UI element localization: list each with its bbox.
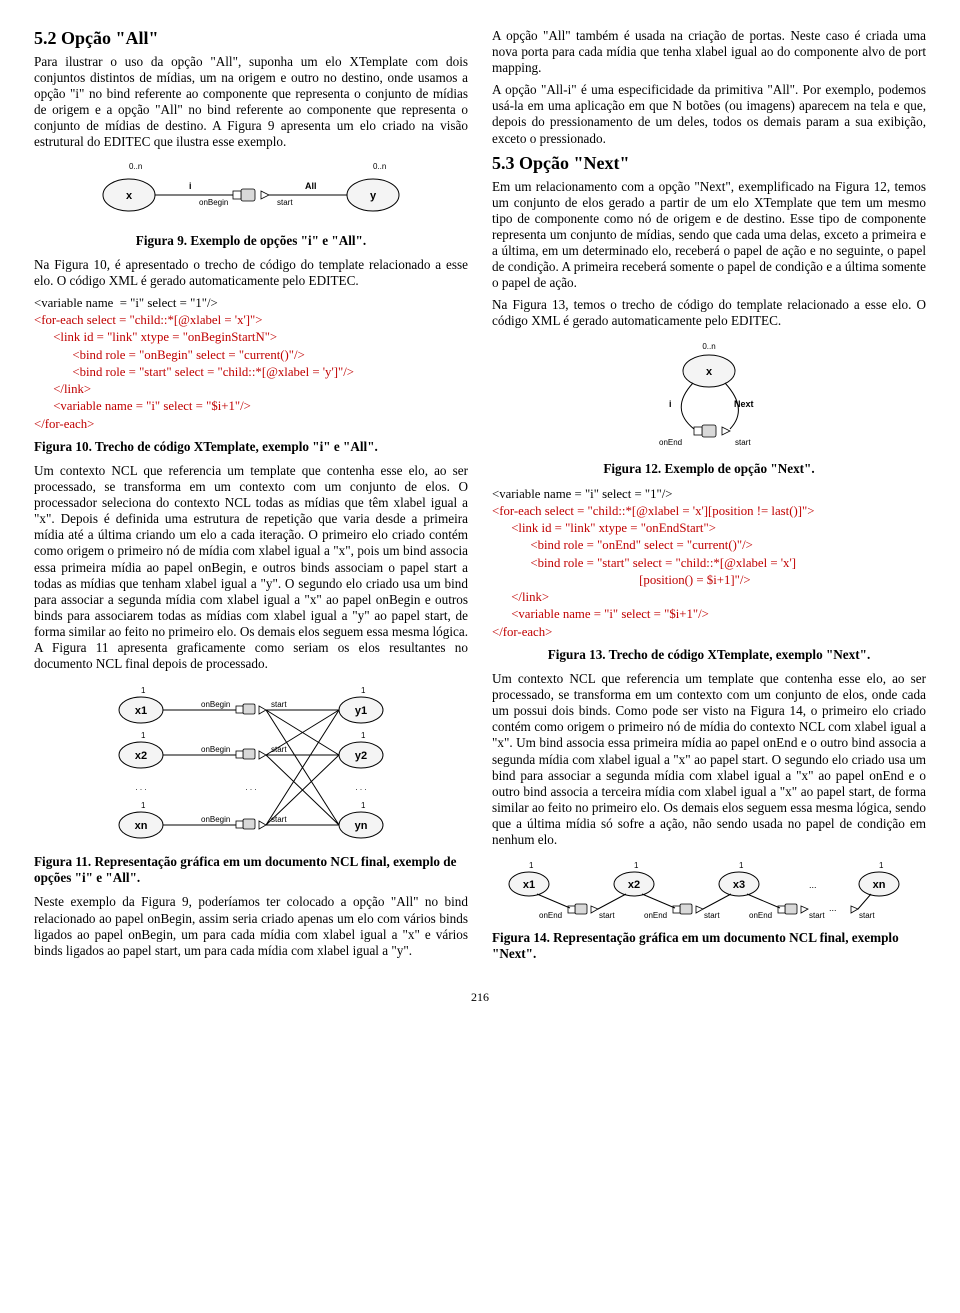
fig14-x3: x3 [733, 879, 745, 891]
figure-14-caption: Figura 14. Representação gráfica em um d… [492, 930, 926, 962]
svg-text:...: ... [829, 903, 837, 913]
svg-text:onBegin: onBegin [201, 700, 230, 709]
left-column: 5.2 Opção "All" Para ilustrar o uso da o… [34, 28, 468, 970]
svg-text:1: 1 [879, 861, 884, 870]
fig11-card: 1 [141, 686, 146, 695]
svg-text:. . .: . . . [245, 783, 256, 792]
svg-text:start: start [271, 815, 287, 824]
fig11-y1: y1 [355, 705, 367, 717]
left-p3: Um contexto NCL que referencia um templa… [34, 463, 468, 672]
svg-text:onEnd: onEnd [539, 911, 562, 920]
svg-text:1: 1 [529, 861, 534, 870]
fig11-x1: x1 [135, 705, 147, 717]
fig11-yn: yn [355, 820, 368, 832]
section-5-2-title: 5.2 Opção "All" [34, 28, 468, 50]
svg-text:onBegin: onBegin [201, 815, 230, 824]
figure-9: 0..n x 0..n y i onBegin start All [34, 159, 468, 229]
fig12-next: Next [734, 399, 754, 409]
svg-text:1: 1 [141, 731, 146, 740]
left-p4: Neste exemplo da Figura 9, poderíamos te… [34, 894, 468, 958]
right-p2: A opção "All-i" é uma especificidade da … [492, 82, 926, 146]
figure-11: 1 x1 1 x2 . . . 1 xn 1 y1 1 y2 . . . 1 [34, 680, 468, 850]
right-p1: A opção "All" também é usada na criação … [492, 28, 926, 76]
svg-text:. . .: . . . [355, 783, 366, 792]
fig11-xn: xn [135, 820, 148, 832]
svg-text:start: start [859, 911, 875, 920]
fig9-i: i [189, 181, 192, 191]
svg-text:start: start [704, 911, 720, 920]
figure-14: 1 x1 1 x2 1 x3 ... 1 xn [492, 856, 926, 926]
fig14-x2: x2 [628, 879, 640, 891]
code-block-2: <variable name = "i" select = "1"/> <for… [492, 486, 926, 641]
svg-text:onBegin: onBegin [201, 745, 230, 754]
figure-12: 0..n x i Next onEnd start [492, 337, 926, 457]
left-p1: Para ilustrar o uso da opção "All", supo… [34, 54, 468, 151]
right-p4: Na Figura 13, temos o trecho de código d… [492, 297, 926, 329]
svg-text:1: 1 [141, 801, 146, 810]
svg-text:onEnd: onEnd [644, 911, 667, 920]
svg-text:start: start [599, 911, 615, 920]
fig9-card-right: 0..n [373, 162, 386, 171]
left-p2: Na Figura 10, é apresentado o trecho de … [34, 257, 468, 289]
page-number: 216 [34, 990, 926, 1005]
svg-text:1: 1 [739, 861, 744, 870]
fig9-card-left: 0..n [129, 162, 142, 171]
svg-text:start: start [809, 911, 825, 920]
svg-text:start: start [271, 700, 287, 709]
fig9-onbegin: onBegin [199, 198, 228, 207]
fig12-start: start [735, 438, 751, 447]
svg-text:1: 1 [361, 731, 366, 740]
svg-text:onEnd: onEnd [749, 911, 772, 920]
fig12-card: 0..n [702, 342, 715, 351]
right-p5: Um contexto NCL que referencia um templa… [492, 671, 926, 848]
section-5-3-title: 5.3 Opção "Next" [492, 153, 926, 175]
svg-text:1: 1 [634, 861, 639, 870]
fig11-x2: x2 [135, 750, 147, 762]
svg-text:. . .: . . . [135, 783, 146, 792]
fig12-i: i [669, 399, 672, 409]
two-column-layout: 5.2 Opção "All" Para ilustrar o uso da o… [34, 28, 926, 970]
right-p3: Em um relacionamento com a opção "Next",… [492, 179, 926, 292]
figure-9-caption: Figura 9. Exemplo de opções "i" e "All". [34, 233, 468, 249]
figure-10-caption: Figura 10. Trecho de código XTemplate, e… [34, 439, 468, 455]
fig14-x1: x1 [523, 879, 535, 891]
fig9-start: start [277, 198, 293, 207]
fig9-x: x [126, 190, 133, 202]
figure-11-caption: Figura 11. Representação gráfica em um d… [34, 854, 468, 886]
figure-12-caption: Figura 12. Exemplo de opção "Next". [492, 461, 926, 477]
fig14-xn: xn [873, 879, 886, 891]
figure-13-caption: Figura 13. Trecho de código XTemplate, e… [492, 647, 926, 663]
code-block-1: <variable name = "i" select = "1"/> <for… [34, 295, 468, 433]
fig12-onend: onEnd [659, 438, 682, 447]
fig9-all: All [305, 181, 317, 191]
fig9-y: y [370, 190, 377, 202]
right-column: A opção "All" também é usada na criação … [492, 28, 926, 970]
fig12-x: x [706, 366, 713, 378]
svg-text:...: ... [809, 880, 817, 890]
svg-text:1: 1 [361, 801, 366, 810]
fig11-y2: y2 [355, 750, 367, 762]
svg-text:1: 1 [361, 686, 366, 695]
